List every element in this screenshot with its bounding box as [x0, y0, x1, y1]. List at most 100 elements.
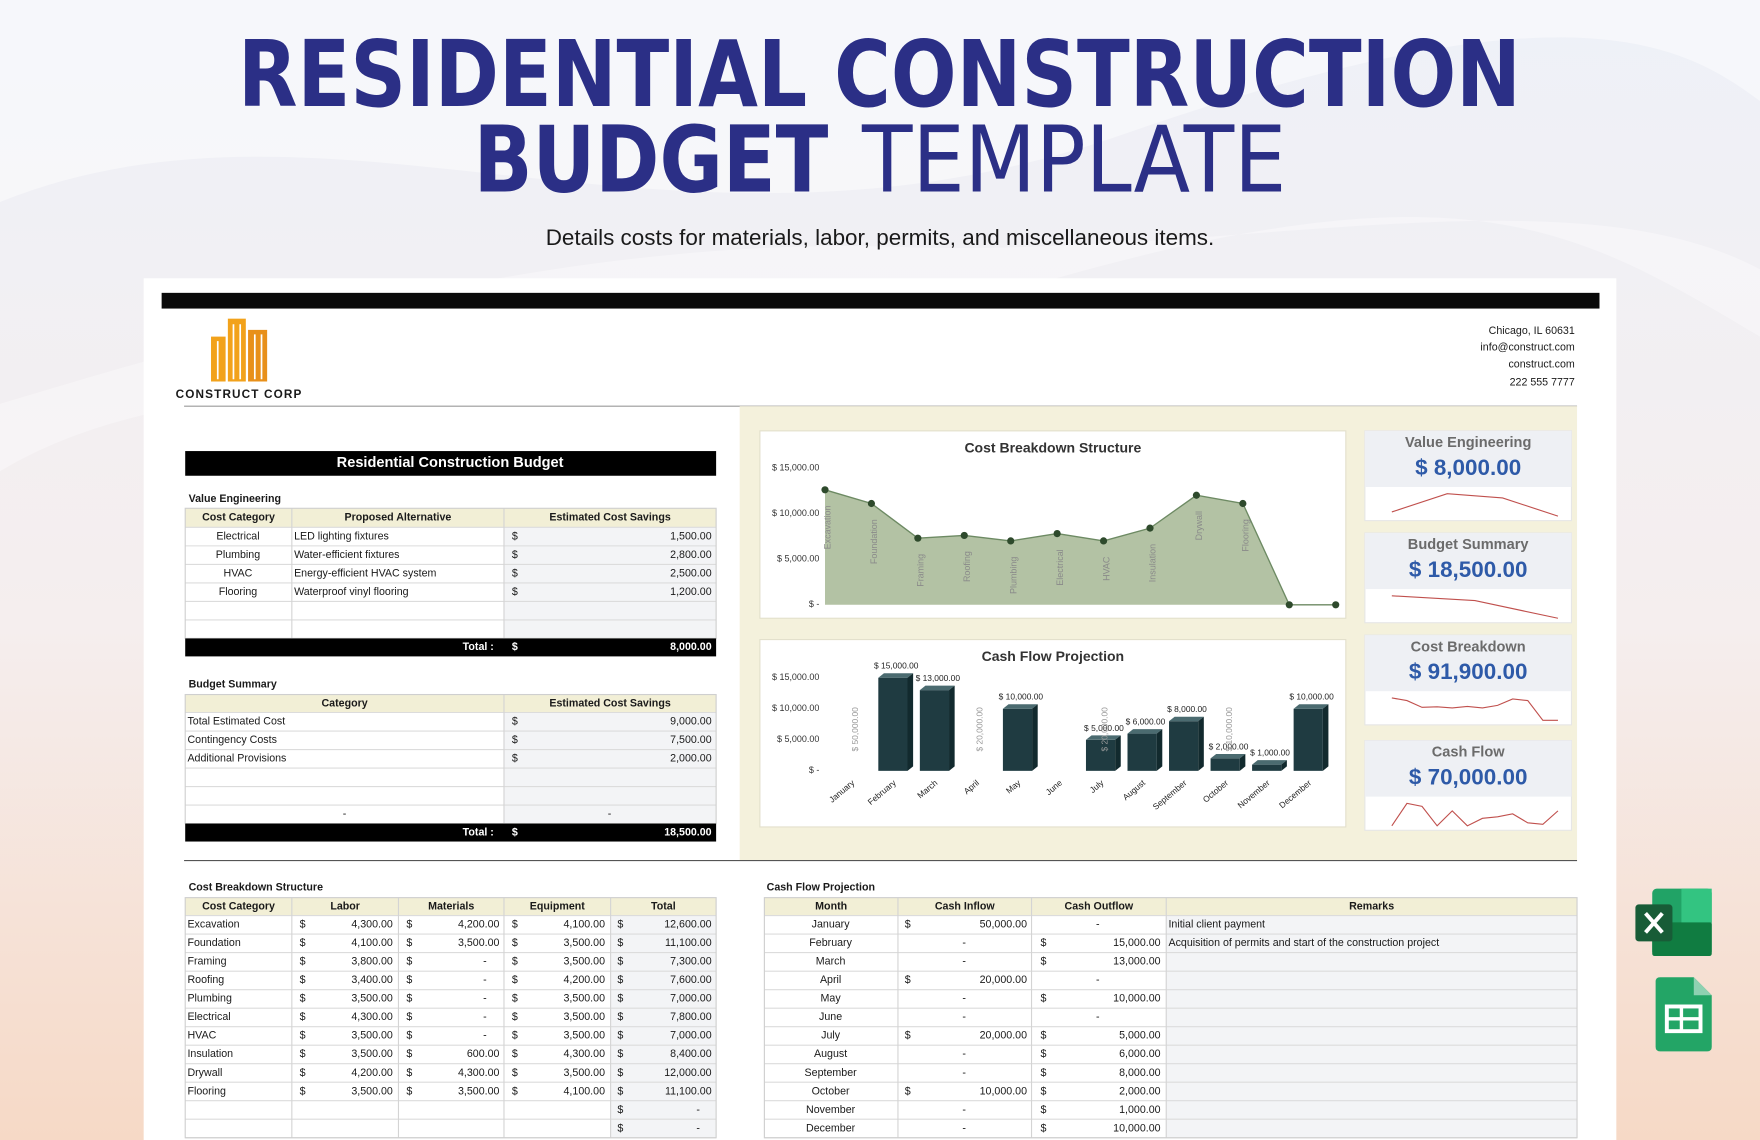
table-cell: 3,500.00	[564, 937, 606, 949]
table-cell: 3,500.00	[351, 1085, 393, 1097]
bar-top-face	[1127, 729, 1163, 734]
table-cell: September	[805, 1067, 858, 1079]
table-cell: $	[905, 974, 911, 986]
bar-side-face	[1322, 704, 1329, 771]
section-label: Cost Breakdown Structure	[189, 881, 324, 893]
table-cell: Electrical	[216, 530, 259, 542]
table-cell: 9,000.00	[670, 716, 712, 728]
table-cell: $	[300, 956, 306, 968]
bar	[1169, 721, 1199, 771]
value-label: $ 2,000.00	[1209, 741, 1249, 751]
point	[1192, 491, 1201, 499]
bar-top-face	[1002, 704, 1038, 709]
table-cell: Additional Provisions	[187, 753, 286, 765]
value-label: $ 6,000.00	[1126, 717, 1166, 727]
table-cell: 2,500.00	[670, 567, 712, 579]
table-header-bg	[185, 694, 717, 713]
table-cell: 12,600.00	[664, 919, 711, 931]
table-cell: 4,300.00	[351, 919, 393, 931]
table-cell: 2,800.00	[670, 549, 712, 561]
table-cell: Energy-efficient HVAC system	[294, 567, 436, 579]
budget-title-bar	[185, 451, 717, 476]
y-tick-label: $ 15,000.00	[772, 462, 819, 472]
bar-top-face	[919, 685, 955, 691]
point	[1239, 499, 1247, 508]
table-cell: $	[300, 1085, 306, 1097]
value-label: $ 5,000.00	[1084, 723, 1124, 733]
table-cell: 600.00	[467, 1048, 500, 1060]
table-cell: Roofing	[187, 974, 224, 986]
table-cell: 6,000.00	[1119, 1048, 1161, 1060]
table-cell: $	[512, 1085, 518, 1097]
category-label: HVAC	[1101, 556, 1111, 581]
table-cell: -	[483, 1030, 487, 1042]
kpi-label: Cost Breakdown	[1411, 639, 1526, 655]
table-cell: $	[1041, 1122, 1047, 1134]
column-header: Estimated Cost Savings	[549, 512, 670, 524]
sheets-icon	[1655, 977, 1712, 1052]
table-cell: June	[819, 1011, 842, 1023]
table-cell: December	[806, 1122, 856, 1134]
table-cell: 3,500.00	[564, 1067, 606, 1079]
contact-line: info@construct.com	[1480, 342, 1574, 354]
table-cell: -	[962, 1104, 966, 1116]
table-cell: $	[512, 734, 518, 746]
table-cell: -	[483, 974, 487, 986]
chart-title: Cash Flow Projection	[982, 648, 1125, 664]
table-cell: $	[617, 1122, 623, 1134]
value-label: $ 1,000.00	[1250, 748, 1290, 758]
table-cell: 12,000.00	[664, 1067, 711, 1079]
table-cell: 3,500.00	[564, 1011, 606, 1023]
table-cell: $	[512, 919, 518, 931]
table-cell: HVAC	[224, 567, 253, 579]
table-cell: $	[617, 1011, 623, 1023]
y-tick-label: $ 10,000.00	[772, 703, 819, 713]
table-cell: 1,200.00	[670, 586, 712, 598]
table-cell: -	[962, 937, 966, 949]
kpi-head	[1364, 430, 1572, 487]
table-cell: $	[406, 993, 412, 1005]
category-label: Plumbing	[1008, 557, 1018, 594]
table-cell: $	[1041, 993, 1047, 1005]
table-border	[763, 897, 1578, 1139]
table-cell: 4,200.00	[351, 1067, 393, 1079]
table-cell: -	[696, 1122, 700, 1134]
table-cell: $	[617, 937, 623, 949]
table-cell: -	[1096, 919, 1100, 931]
point	[1285, 601, 1293, 609]
table-cell: $	[1041, 1048, 1047, 1060]
table-cell: 3,800.00	[351, 956, 393, 968]
table-cell: $	[1041, 937, 1047, 949]
sparkline	[1391, 493, 1559, 517]
column-header: Category	[321, 697, 367, 709]
kpi-value: $ 91,900.00	[1409, 659, 1528, 684]
column-header: Labor	[330, 900, 360, 912]
column-header: Materials	[428, 900, 474, 912]
logo	[211, 318, 268, 382]
category-label: Foundation	[869, 519, 879, 564]
logo-stripes	[216, 324, 263, 380]
bar-side-face	[1115, 735, 1121, 771]
contact-line: 222 555 7777	[1510, 376, 1575, 388]
total-bar	[185, 638, 717, 657]
table-cell: $	[300, 919, 306, 931]
table-cell: 4,300.00	[458, 1067, 500, 1079]
icon-mark	[1666, 1006, 1701, 1032]
table-cell: 3,500.00	[351, 1030, 393, 1042]
point	[867, 499, 876, 508]
table-cell: 7,500.00	[670, 734, 712, 746]
table-cell: Framing	[187, 956, 226, 968]
table-cell: 11,100.00	[665, 1085, 712, 1097]
table-cell: Drywall	[187, 1067, 222, 1079]
table-cell: 7,800.00	[670, 1011, 712, 1023]
bar-side-face	[1198, 716, 1204, 771]
total-bar	[185, 823, 717, 842]
table-cell: $	[905, 1030, 911, 1042]
table-cell: Electrical	[187, 1011, 230, 1023]
table-cell: 3,500.00	[351, 1048, 393, 1060]
table-cell: $	[1041, 1067, 1047, 1079]
table-cell: $	[300, 937, 306, 949]
bar	[1210, 758, 1240, 771]
table-cell: 11,100.00	[665, 937, 712, 949]
table-cell: $	[512, 937, 518, 949]
